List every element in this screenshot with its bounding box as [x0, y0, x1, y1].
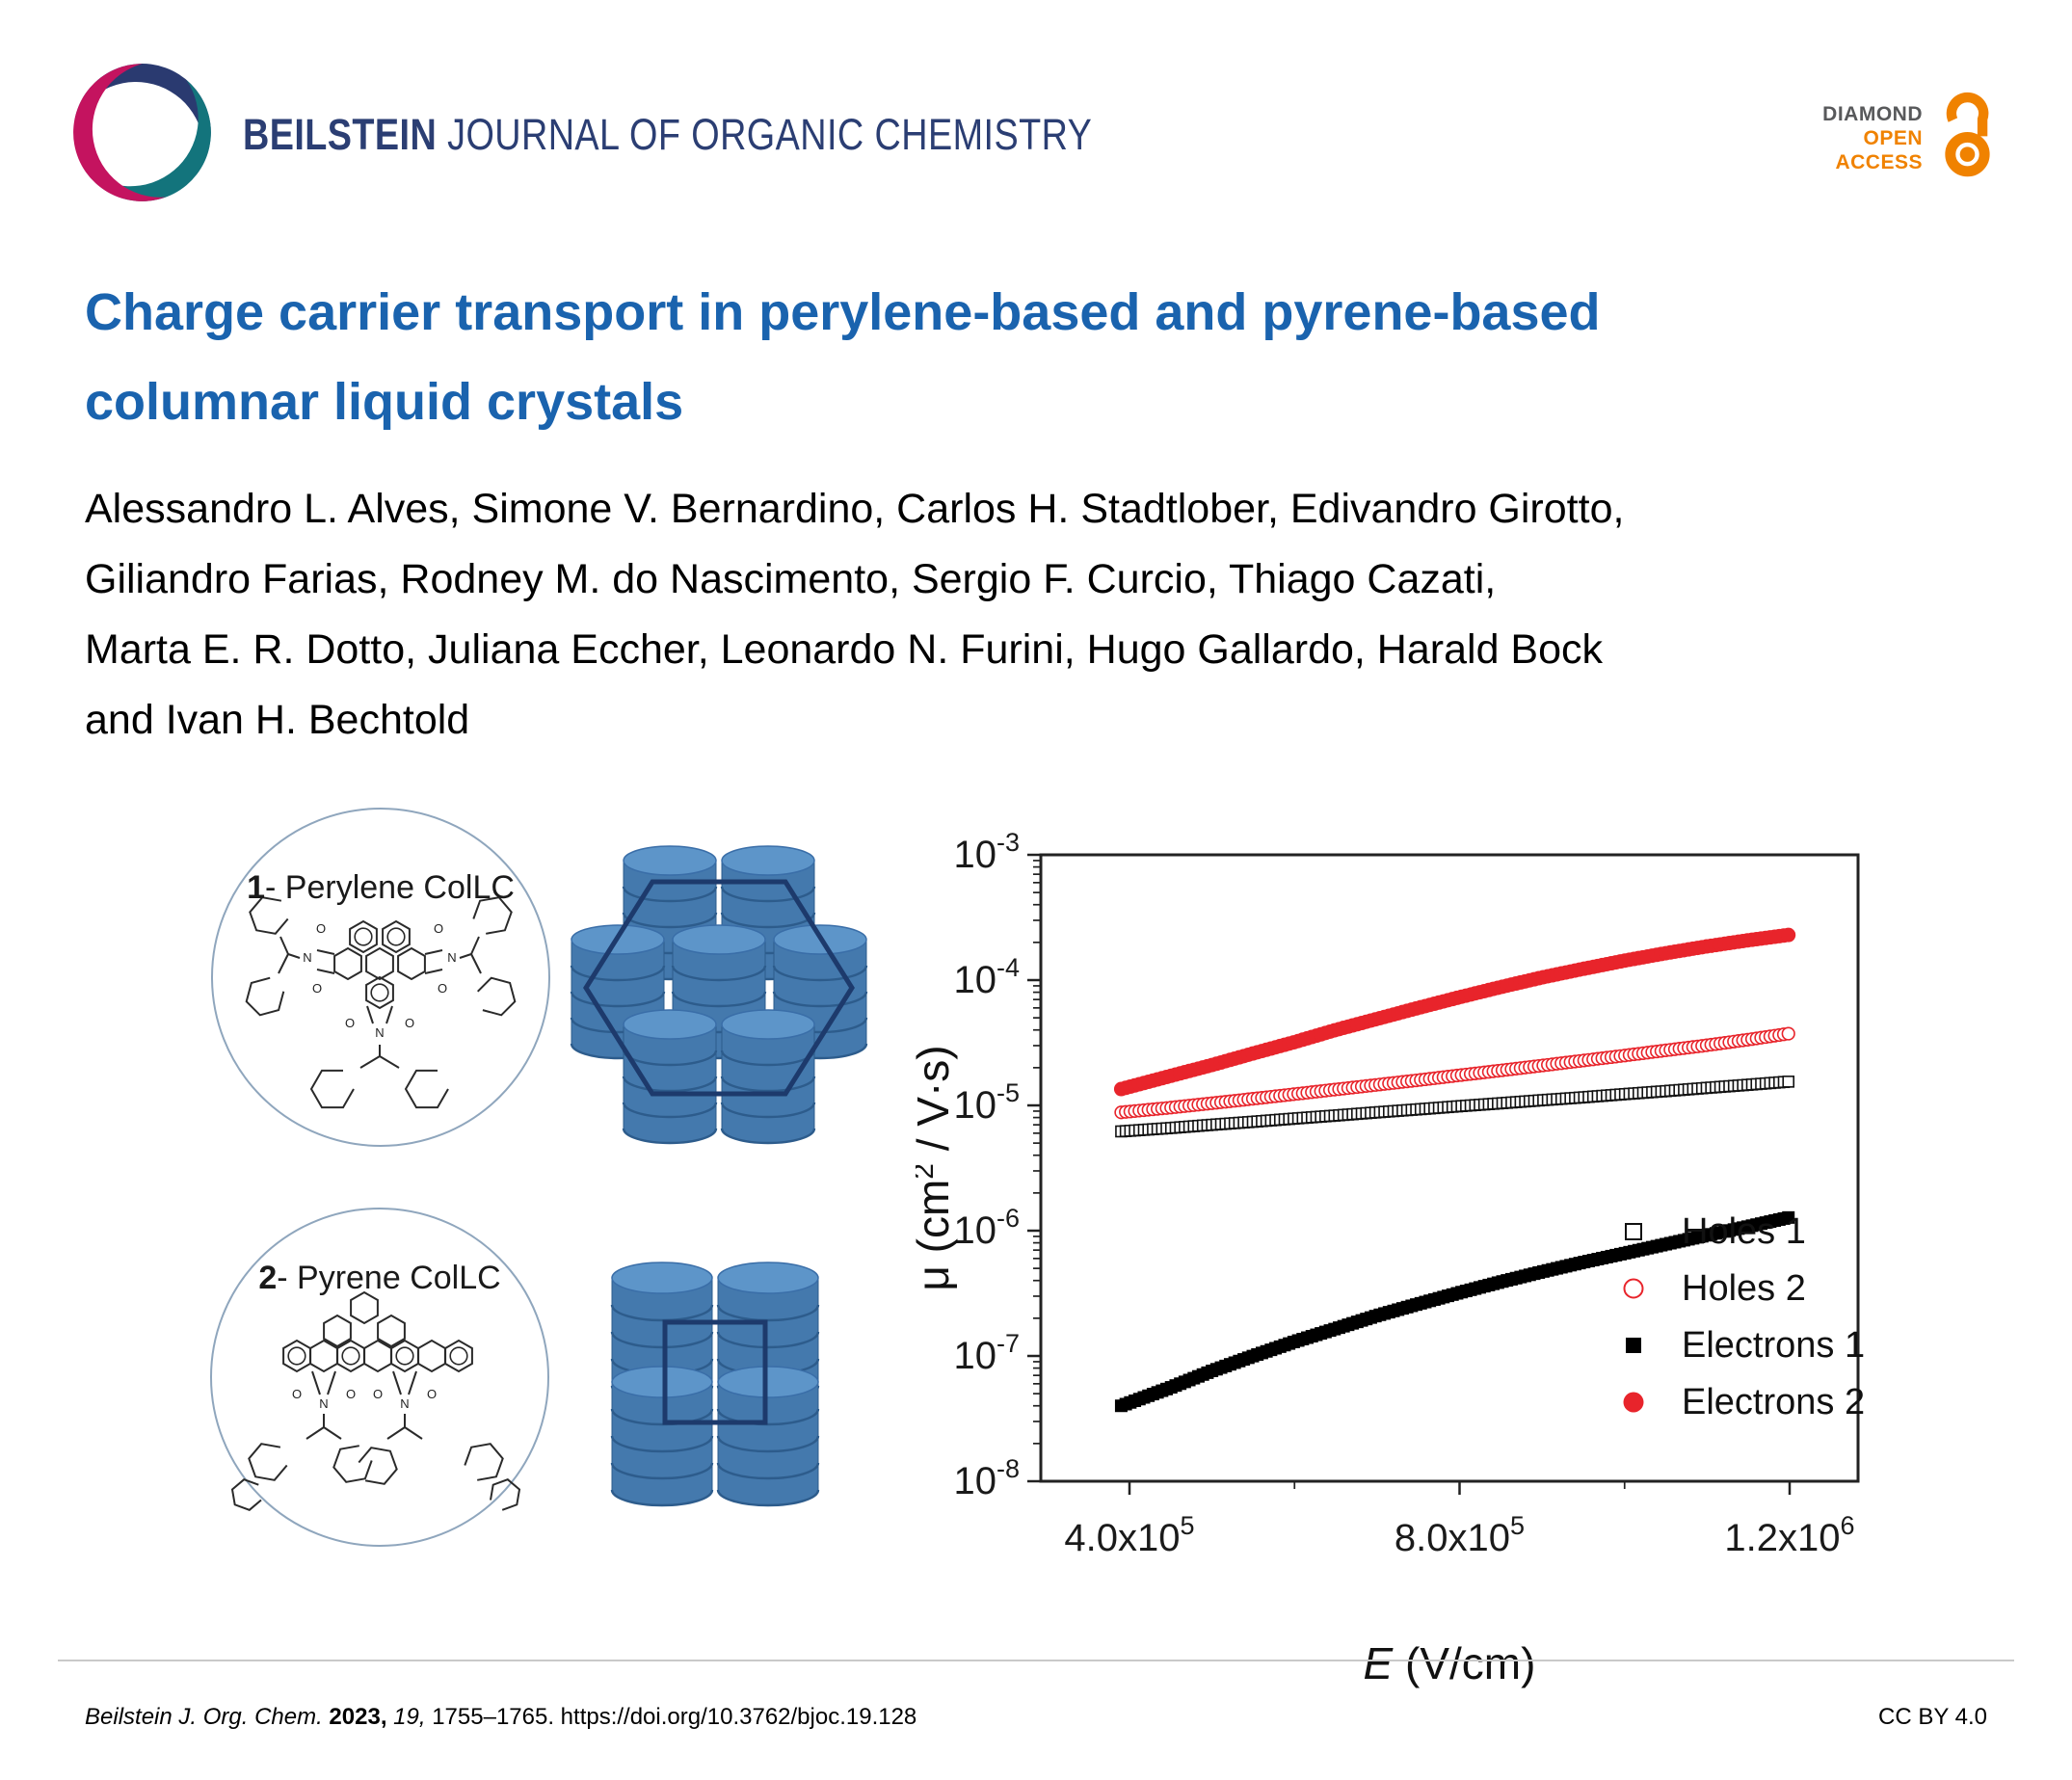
series-electrons-2: [1113, 927, 1796, 1097]
citation: Beilstein J. Org. Chem. 2023, 19, 1755–1…: [85, 1704, 916, 1731]
journal-name-bold: BEILSTEIN: [243, 110, 438, 159]
svg-text:N: N: [319, 1396, 328, 1411]
svg-text:4.0x105: 4.0x105: [1064, 1511, 1194, 1559]
molecule2-label: 2- Pyrene ColLC: [212, 1260, 547, 1297]
citation-pages: 1755–1765.: [432, 1704, 554, 1730]
y-axis-title: μ (cm2 / V·s): [916, 1045, 958, 1290]
svg-text:10-6: 10-6: [953, 1204, 1020, 1252]
svg-text:N: N: [303, 950, 311, 965]
chart-legend: Holes 1 Holes 2 Electrons 1 Electrons 2: [1623, 1211, 1865, 1422]
svg-text:O: O: [345, 1016, 355, 1030]
author-line: Giliandro Farias, Rodney M. do Nasciment…: [85, 556, 1497, 602]
svg-text:N: N: [375, 1025, 384, 1040]
badge-open-label: OPEN: [1863, 127, 1923, 149]
author-line: and Ivan H. Bechtold: [85, 697, 470, 743]
mobility-vs-field-chart: 10-3 10-4 10-5 10-6 10-7 10-8 4.0x105 8.0x105 1.…: [916, 828, 1865, 1688]
svg-text:10-3: 10-3: [953, 828, 1020, 876]
beilstein-logo: [73, 64, 211, 201]
molecule2-name: - Pyrene ColLC: [277, 1260, 501, 1296]
svg-text:O: O: [434, 921, 443, 936]
legend-label-4: Electrons 2: [1682, 1382, 1865, 1422]
svg-text:O: O: [316, 921, 326, 936]
molecule1-number: 1: [247, 869, 266, 906]
molecule1-name: - Perylene ColLC: [265, 869, 515, 906]
author-list: Alessandro L. Alves, Simone V. Bernardin…: [85, 474, 1624, 756]
citation-journal: Beilstein J. Org. Chem.: [85, 1704, 323, 1730]
legend-label-3: Electrons 1: [1682, 1325, 1865, 1366]
open-access-badge: DIAMOND OPEN ACCESS: [1778, 102, 1923, 174]
svg-text:O: O: [427, 1387, 437, 1401]
svg-text:8.0x105: 8.0x105: [1395, 1511, 1525, 1559]
article-title-line1: Charge carrier transport in perylene-bas…: [85, 283, 1601, 341]
svg-text:O: O: [438, 981, 447, 996]
svg-text:O: O: [292, 1387, 302, 1401]
hexagonal-columnar-discs: [570, 845, 868, 1145]
molecule2-number: 2: [258, 1260, 278, 1296]
badge-access-label: ACCESS: [1835, 151, 1923, 173]
series-electrons-1: [1114, 1210, 1795, 1413]
chart-axes: 10-3 10-4 10-5 10-6 10-7 10-8 4.0x105 8.0x105 1.…: [953, 828, 1860, 1559]
logo-swirl-magenta: [73, 64, 166, 201]
svg-text:10-4: 10-4: [953, 953, 1020, 1001]
square-columnar-discs: [610, 1262, 820, 1507]
article-title-line2: columnar liquid crystals: [85, 373, 684, 431]
journal-name: BEILSTEIN JOURNAL OF ORGANIC CHEMISTRY: [243, 110, 1092, 160]
svg-text:10-5: 10-5: [953, 1078, 1020, 1127]
citation-volume: 19,: [393, 1704, 426, 1730]
svg-text:O: O: [346, 1387, 356, 1401]
legend-label-1: Holes 1: [1682, 1211, 1806, 1252]
series-holes-1: [1115, 1076, 1795, 1138]
x-axis-title: E (V/cm): [1364, 1638, 1536, 1688]
svg-text:N: N: [400, 1396, 409, 1411]
citation-year: 2023,: [329, 1704, 387, 1730]
journal-name-rest: JOURNAL OF ORGANIC CHEMISTRY: [437, 110, 1093, 159]
svg-text:O: O: [405, 1016, 414, 1030]
svg-text:10-7: 10-7: [953, 1329, 1020, 1377]
pyrene-structure-drawing: O ONO ON: [230, 1290, 521, 1511]
svg-text:O: O: [312, 981, 322, 996]
author-line: Marta E. R. Dotto, Juliana Eccher, Leona…: [85, 626, 1604, 673]
footer-divider: [58, 1660, 2014, 1661]
article-title: Charge carrier transport in perylene-bas…: [85, 268, 1601, 447]
author-line: Alessandro L. Alves, Simone V. Bernardin…: [85, 486, 1625, 532]
logo-swirl-navy: [74, 64, 211, 168]
svg-text:10-8: 10-8: [953, 1454, 1020, 1502]
doi-link[interactable]: https://doi.org/10.3762/bjoc.19.128: [560, 1704, 917, 1730]
svg-text:O: O: [373, 1387, 383, 1401]
svg-text:1.2x106: 1.2x106: [1724, 1511, 1854, 1559]
svg-text:N: N: [447, 950, 456, 965]
series-holes-2: [1114, 1026, 1795, 1120]
molecule2-circle: O O N O O N 2- Pyrene ColLC: [210, 1208, 549, 1547]
legend-label-2: Holes 2: [1682, 1268, 1806, 1309]
molecule1-label: 1- Perylene ColLC: [213, 869, 548, 907]
license-label: CC BY 4.0: [1878, 1704, 1987, 1730]
logo-swirl-teal: [82, 79, 211, 201]
open-access-lock-icon: [1945, 92, 1990, 177]
badge-diamond-label: DIAMOND: [1822, 103, 1923, 125]
